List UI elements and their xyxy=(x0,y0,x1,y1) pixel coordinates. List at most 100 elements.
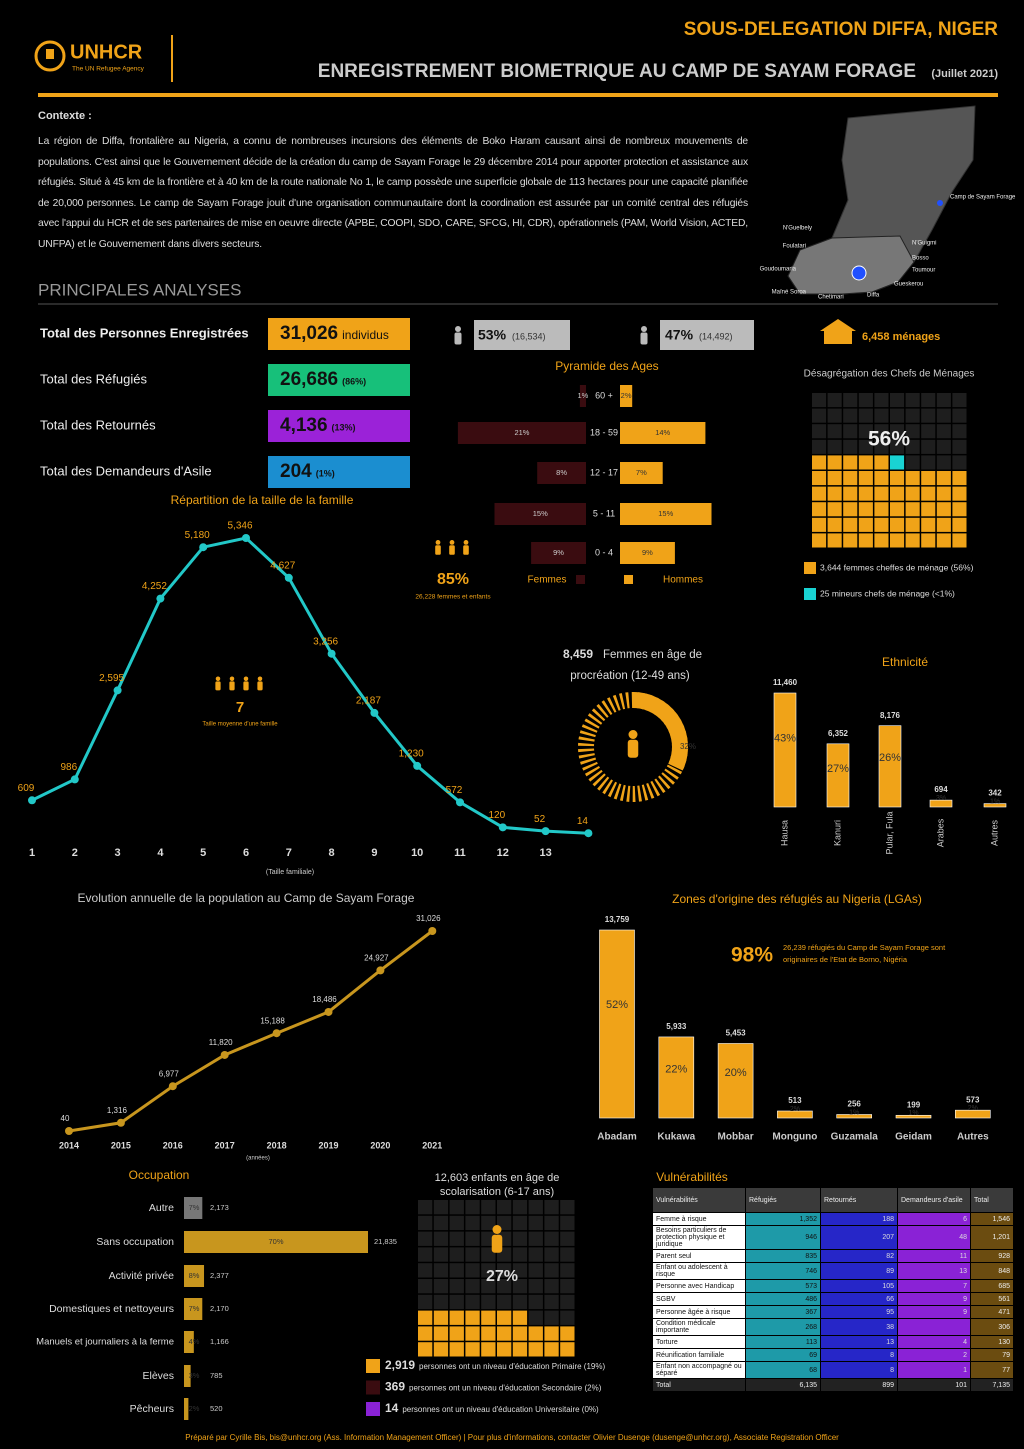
total-value: 204 xyxy=(280,461,312,482)
waffle-empty xyxy=(936,439,951,454)
total-value: 4,136 xyxy=(280,415,328,436)
edu-text: personnes ont un niveau d'éducation Seco… xyxy=(409,1384,602,1393)
value-label: 785 xyxy=(210,1371,223,1380)
value-label: 572 xyxy=(446,785,463,796)
waffle-cell xyxy=(858,502,873,517)
waffle-cell xyxy=(890,502,905,517)
map-label: Diffa xyxy=(867,293,880,299)
waffle-empty xyxy=(512,1279,528,1294)
axis-label: (Taille familiale) xyxy=(266,869,314,876)
person-icon xyxy=(641,326,647,332)
percent-label: 3% xyxy=(936,795,946,802)
map-label: Goudoumaria xyxy=(760,267,797,273)
bar xyxy=(620,385,633,407)
waffle-cell xyxy=(843,517,858,532)
waffle-empty xyxy=(952,439,967,454)
value-label: 24,927 xyxy=(364,953,389,962)
x-tick-label: 4 xyxy=(157,847,164,859)
waffle-empty xyxy=(921,393,936,408)
table-title: Vulnérabilités xyxy=(656,1170,728,1184)
table-cell: 9 xyxy=(897,1305,971,1319)
legend-swatch xyxy=(366,1359,380,1373)
x-tick-label: Autres xyxy=(957,1132,989,1143)
legend-swatch xyxy=(804,588,816,600)
table-row: Enfant non accompagné ou séparé 68 8 1 77 xyxy=(652,1361,1014,1379)
person-icon xyxy=(229,681,235,691)
waffle-empty xyxy=(544,1200,559,1215)
waffle-cell xyxy=(905,517,920,532)
waffle-empty xyxy=(905,455,920,470)
y-tick-label: 0 - 4 xyxy=(595,547,613,557)
table-row: Personne âgée à risque 367 95 9 471 xyxy=(652,1305,1014,1319)
person-icon xyxy=(627,739,639,758)
value-label: 2,173 xyxy=(210,1203,229,1212)
waffle-empty xyxy=(936,393,951,408)
edu-text: personnes ont un niveau d'éducation Prim… xyxy=(419,1362,605,1371)
waffle-empty xyxy=(433,1215,449,1231)
map-legend-dot xyxy=(937,200,943,206)
waffle-empty xyxy=(874,408,889,423)
waffle-empty xyxy=(512,1200,528,1215)
y-tick-label: 18 - 59 xyxy=(590,427,618,437)
waffle-empty xyxy=(544,1310,559,1325)
percent-label: 3% xyxy=(189,1371,200,1380)
house-icon xyxy=(820,319,856,331)
kpi-label: 26,228 femmes et enfants xyxy=(415,594,491,601)
data-point xyxy=(584,829,593,838)
date: (Juillet 2021) xyxy=(931,68,998,80)
percent-label: 2% xyxy=(790,1106,800,1113)
gender-value: 47% xyxy=(665,327,694,343)
x-tick-label: Autres xyxy=(989,819,999,846)
bar xyxy=(620,503,712,525)
waffle-cell xyxy=(528,1326,543,1341)
waffle-cell xyxy=(544,1342,559,1357)
context-label: Contexte : xyxy=(38,110,92,122)
kpi-label: Taille moyenne d'une famille xyxy=(202,722,278,728)
waffle-empty xyxy=(465,1247,480,1262)
row-label: Besoins particuliers de protection physi… xyxy=(652,1225,746,1250)
waffle-empty xyxy=(890,424,905,439)
x-tick-label: Abadam xyxy=(597,1132,637,1143)
value-label: 11,460 xyxy=(773,678,798,687)
logo-emblem xyxy=(46,49,54,59)
waffle-empty xyxy=(497,1279,512,1294)
waffle-empty xyxy=(481,1200,496,1215)
waffle-empty xyxy=(921,455,936,470)
waffle-cell xyxy=(952,502,967,517)
gender-box xyxy=(474,320,570,350)
map-label: Foulatari xyxy=(783,244,806,250)
x-tick-label: 3 xyxy=(115,847,121,859)
logo-emblem xyxy=(34,40,66,72)
person-icon xyxy=(455,326,461,332)
table-cell: 207 xyxy=(820,1225,898,1250)
map-region xyxy=(787,235,915,295)
waffle-cell xyxy=(952,533,967,548)
value-label: 573 xyxy=(966,1095,980,1104)
waffle-cell xyxy=(890,486,905,501)
waffle-empty xyxy=(544,1247,559,1262)
waffle-cell xyxy=(812,502,827,517)
bar xyxy=(494,503,586,525)
table-cell xyxy=(897,1318,971,1336)
logo-tagline: The UN Refugee Agency xyxy=(72,66,145,73)
table-row: Enfant ou adolescent à risque 746 89 13 848 xyxy=(652,1262,1014,1280)
logo xyxy=(34,40,66,72)
waffle-cell xyxy=(418,1342,433,1357)
kpi-label: procréation (12-49 ans) xyxy=(570,670,690,682)
percent-label: 26% xyxy=(879,752,901,764)
waffle-cell xyxy=(481,1310,496,1325)
waffle-empty xyxy=(465,1263,480,1278)
person-icon xyxy=(257,676,263,681)
value-label: 199 xyxy=(907,1100,921,1109)
waffle-cell xyxy=(936,533,951,548)
kpi-label: Femmes en âge de xyxy=(603,649,702,661)
waffle-empty xyxy=(936,424,951,439)
table-cell: 48 xyxy=(897,1225,971,1250)
waffle-empty xyxy=(449,1231,464,1246)
waffle-empty xyxy=(544,1231,559,1246)
person-icon xyxy=(243,681,249,691)
percent-label: 52% xyxy=(606,999,628,1011)
waffle-empty xyxy=(560,1215,575,1231)
bar xyxy=(184,1197,203,1219)
waffle-empty xyxy=(512,1263,528,1278)
